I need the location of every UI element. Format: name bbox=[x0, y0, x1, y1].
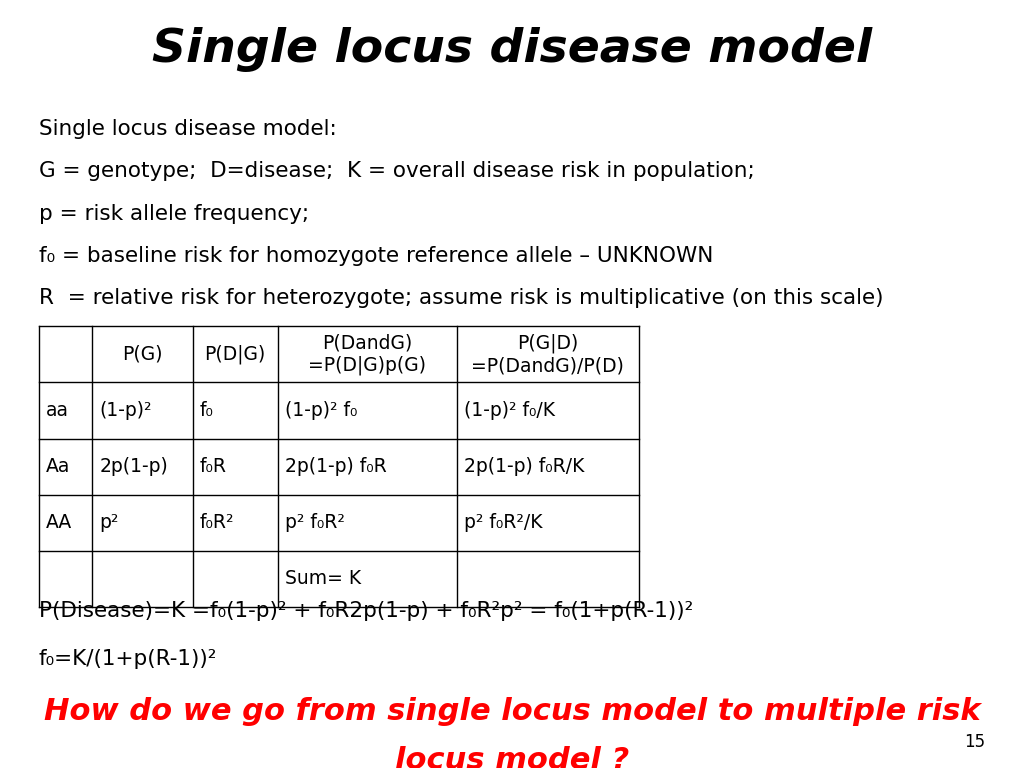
Text: R  = relative risk for heterozygote; assume risk is multiplicative (on this scal: R = relative risk for heterozygote; assu… bbox=[39, 288, 884, 308]
Text: AA: AA bbox=[46, 513, 73, 532]
Text: p²: p² bbox=[99, 513, 119, 532]
Text: aa: aa bbox=[46, 401, 69, 420]
Text: 2p(1-p) f₀R: 2p(1-p) f₀R bbox=[285, 457, 386, 476]
Text: 2p(1-p): 2p(1-p) bbox=[99, 457, 168, 476]
Text: (1-p)²: (1-p)² bbox=[99, 401, 152, 420]
Text: (1-p)² f₀/K: (1-p)² f₀/K bbox=[464, 401, 555, 420]
Text: Single locus disease model:: Single locus disease model: bbox=[39, 119, 337, 139]
Text: Single locus disease model: Single locus disease model bbox=[152, 27, 872, 72]
Text: p = risk allele frequency;: p = risk allele frequency; bbox=[39, 204, 309, 223]
Text: P(D|G): P(D|G) bbox=[205, 345, 265, 364]
Text: f₀: f₀ bbox=[200, 401, 214, 420]
Text: G = genotype;  D=disease;  K = overall disease risk in population;: G = genotype; D=disease; K = overall dis… bbox=[39, 161, 755, 181]
Text: P(G): P(G) bbox=[122, 345, 163, 364]
Text: p² f₀R²/K: p² f₀R²/K bbox=[464, 513, 543, 532]
Text: (1-p)² f₀: (1-p)² f₀ bbox=[285, 401, 357, 420]
Text: 15: 15 bbox=[964, 733, 985, 751]
Text: f₀ = baseline risk for homozygote reference allele – UNKNOWN: f₀ = baseline risk for homozygote refere… bbox=[39, 246, 714, 266]
Text: Aa: Aa bbox=[46, 457, 71, 476]
Text: P(DandG)
=P(D|G)p(G): P(DandG) =P(D|G)p(G) bbox=[308, 333, 426, 376]
Text: 2p(1-p) f₀R/K: 2p(1-p) f₀R/K bbox=[464, 457, 585, 476]
Text: p² f₀R²: p² f₀R² bbox=[285, 513, 344, 532]
Text: How do we go from single locus model to multiple risk: How do we go from single locus model to … bbox=[44, 697, 980, 727]
Text: f₀=K/(1+p(R-1))²: f₀=K/(1+p(R-1))² bbox=[39, 649, 217, 669]
Text: locus model ?: locus model ? bbox=[395, 746, 629, 768]
Text: P(G|D)
=P(DandG)/P(D): P(G|D) =P(DandG)/P(D) bbox=[471, 333, 625, 376]
Text: P(Disease)=K =f₀(1-p)² + f₀R2p(1-p) + f₀R²p² = f₀(1+p(R-1))²: P(Disease)=K =f₀(1-p)² + f₀R2p(1-p) + f₀… bbox=[39, 601, 693, 621]
Text: f₀R: f₀R bbox=[200, 457, 226, 476]
Text: f₀R²: f₀R² bbox=[200, 513, 234, 532]
Text: Sum= K: Sum= K bbox=[285, 569, 360, 588]
